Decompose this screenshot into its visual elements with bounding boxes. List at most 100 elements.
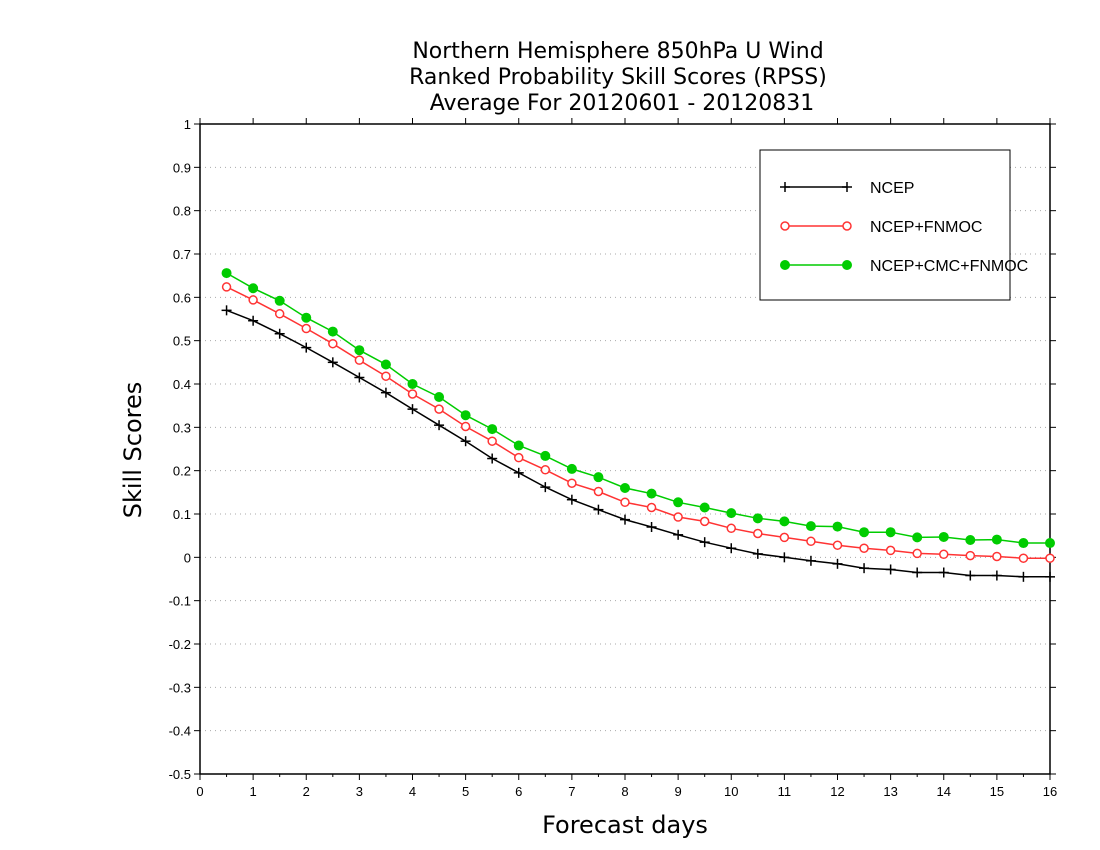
data-point — [248, 295, 258, 305]
data-point — [487, 453, 498, 464]
data-point — [407, 404, 418, 415]
data-point — [274, 309, 285, 319]
data-point — [991, 534, 1002, 545]
data-point — [407, 389, 418, 399]
y-tick-label: 1 — [184, 117, 191, 132]
data-point — [1045, 553, 1055, 563]
legend-marker — [842, 182, 852, 192]
data-point — [327, 326, 338, 337]
x-tick-label: 3 — [356, 784, 363, 799]
data-point — [248, 315, 259, 326]
data-point — [593, 504, 604, 515]
data-point — [593, 472, 604, 483]
data-point — [965, 550, 976, 561]
x-tick-label: 5 — [462, 784, 469, 799]
data-point — [779, 516, 790, 527]
data-point — [248, 283, 259, 294]
legend-label: NCEP+FNMOC — [870, 219, 982, 236]
data-point — [699, 537, 710, 548]
y-tick-label: 0.2 — [173, 464, 191, 479]
legend-label: NCEP — [870, 180, 914, 197]
data-point — [726, 523, 736, 534]
legend-box — [759, 149, 1011, 301]
data-point — [885, 545, 896, 556]
y-tick-label: -0.2 — [169, 637, 191, 652]
data-point — [753, 528, 763, 539]
y-tick-label: -0.1 — [169, 594, 191, 609]
x-tick-label: 9 — [675, 784, 682, 799]
data-point — [407, 379, 418, 389]
x-tick-label: 0 — [196, 784, 203, 799]
y-tick-label: -0.4 — [169, 724, 191, 739]
x-tick-label: 7 — [568, 784, 575, 799]
data-point — [460, 410, 471, 421]
x-tick-label: 15 — [990, 784, 1004, 799]
data-point — [939, 549, 949, 560]
y-tick-label: -0.5 — [169, 767, 191, 782]
y-tick-label: 0.5 — [173, 334, 191, 349]
data-point — [832, 558, 843, 569]
x-tick-label: 10 — [724, 784, 738, 799]
x-tick-label: 16 — [1043, 784, 1057, 799]
y-tick-label: 0.1 — [173, 507, 191, 522]
data-point — [301, 323, 311, 334]
y-tick-label: -0.3 — [169, 680, 191, 695]
data-point — [673, 497, 684, 508]
data-point — [513, 440, 524, 451]
series-ncep — [221, 305, 1055, 582]
data-point — [726, 508, 737, 519]
chart-title-line-2: Ranked Probability Skill Scores (RPSS) — [409, 65, 827, 90]
y-tick-label: 0.3 — [173, 420, 191, 435]
data-point — [885, 564, 896, 575]
y-tick-label: 0.6 — [173, 290, 191, 305]
data-point — [380, 359, 391, 370]
data-point — [301, 342, 312, 353]
legend-marker — [842, 260, 852, 270]
data-point — [460, 436, 471, 447]
series-ncep-cmc-fnmoc — [221, 268, 1055, 549]
data-point — [354, 372, 365, 383]
x-tick-label: 12 — [830, 784, 844, 799]
y-tick-label: 0.8 — [173, 204, 191, 219]
data-point — [912, 548, 922, 559]
chart-title-line-1: Northern Hemisphere 850hPa U Wind — [412, 39, 823, 64]
data-point — [805, 521, 816, 532]
legend-marker — [780, 260, 790, 270]
x-tick-label: 1 — [250, 784, 257, 799]
data-point — [328, 338, 338, 349]
data-point — [965, 570, 976, 581]
data-point — [593, 486, 604, 497]
data-point — [487, 436, 497, 446]
series-line-ncep-fnmoc — [226, 286, 1050, 559]
data-point — [752, 548, 763, 559]
x-tick-label: 2 — [303, 784, 310, 799]
data-point — [620, 483, 630, 493]
x-tick-label: 8 — [621, 784, 628, 799]
data-point — [699, 502, 710, 513]
data-point — [938, 531, 949, 542]
data-point — [912, 567, 923, 578]
series — [221, 268, 1055, 582]
x-tick-label: 11 — [778, 784, 792, 799]
data-point — [620, 514, 630, 525]
legend-item: NCEP+CMC+FNMOC — [780, 258, 1028, 275]
data-point — [540, 450, 551, 461]
data-point — [380, 387, 391, 398]
data-point — [673, 529, 684, 540]
data-point — [301, 312, 312, 323]
data-point — [1045, 538, 1055, 549]
legend-item: NCEP+FNMOC — [780, 219, 982, 236]
data-point — [1018, 538, 1029, 549]
data-point — [566, 463, 577, 474]
y-axis-title: Skill Scores — [119, 382, 147, 519]
data-point — [487, 424, 498, 435]
data-point — [832, 521, 843, 532]
data-point — [991, 570, 1002, 581]
data-point — [699, 516, 710, 527]
legend-item: NCEP — [780, 180, 914, 197]
data-point — [513, 467, 524, 478]
y-tick-label: 0.9 — [173, 160, 191, 175]
data-point — [620, 497, 630, 508]
data-point — [354, 345, 365, 356]
legend-label: NCEP+CMC+FNMOC — [870, 258, 1028, 275]
